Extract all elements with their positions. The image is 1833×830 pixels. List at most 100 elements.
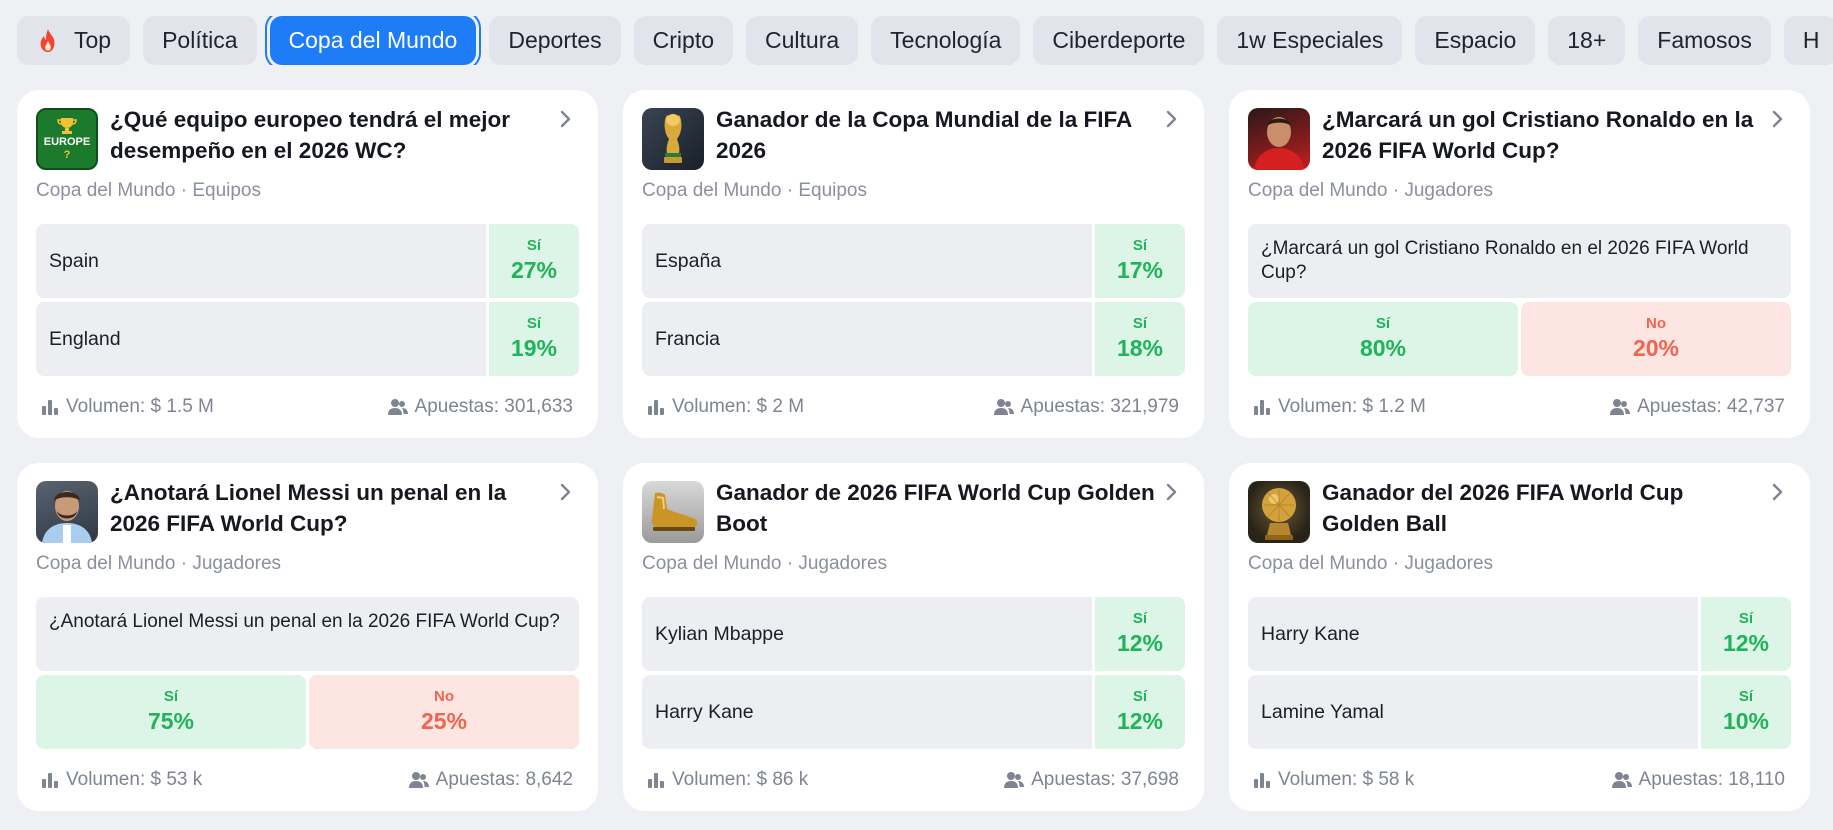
chevron-right-icon[interactable]	[1766, 108, 1788, 130]
yes-button[interactable]: Sí 80%	[1248, 302, 1518, 376]
cristiano-ronaldo-avatar	[1248, 108, 1310, 170]
volume-stat: Volumen: $ 86 k	[647, 769, 808, 791]
tab-famosos[interactable]: Famosos	[1638, 16, 1771, 65]
yes-no-buttons: Sí 80% No 20%	[1248, 302, 1791, 376]
market-category: Copa del Mundo · Equipos	[36, 180, 261, 201]
bets-stat: Apuestas: 321,979	[993, 396, 1179, 418]
tab-tecnologia[interactable]: Tecnología	[871, 16, 1021, 65]
users-icon	[1610, 399, 1631, 415]
market-question: ¿Marcará un gol Cristiano Ronaldo en el …	[1248, 224, 1791, 298]
outcome-name[interactable]: España	[642, 224, 1092, 298]
outcome-name[interactable]: Lamine Yamal	[1248, 675, 1698, 749]
outcome-name[interactable]: Harry Kane	[1248, 597, 1698, 671]
thumbnail-text: ?	[63, 149, 71, 161]
outcome-row: Lamine Yamal Sí 10%	[1248, 675, 1791, 749]
outcome-name[interactable]: Kylian Mbappe	[642, 597, 1092, 671]
market-title[interactable]: ¿Marcará un gol Cristiano Ronaldo en la …	[1322, 107, 1754, 163]
users-icon	[993, 399, 1014, 415]
users-icon	[1004, 772, 1025, 788]
outcome-row: Harry Kane Sí 12%	[1248, 597, 1791, 671]
tab-label: Famosos	[1657, 27, 1752, 53]
lionel-messi-avatar	[36, 481, 98, 543]
bar-chart-icon	[648, 400, 664, 415]
no-button[interactable]: No 25%	[309, 675, 579, 749]
bets-stat: Apuestas: 8,642	[408, 769, 573, 791]
yes-button[interactable]: Sí 75%	[36, 675, 306, 749]
outcome-row: Harry Kane Sí 12%	[642, 675, 1185, 749]
tab-label: Espacio	[1434, 27, 1517, 53]
tab-label: Top	[74, 27, 112, 53]
bets-stat: Apuestas: 18,110	[1611, 769, 1785, 791]
yes-button[interactable]: Sí 12%	[1095, 675, 1185, 749]
golden-boot-icon	[651, 492, 698, 531]
player-photo-icon	[1254, 117, 1304, 170]
chevron-right-icon[interactable]	[554, 481, 576, 503]
bar-chart-icon	[42, 773, 58, 788]
tab-copa-del-mundo[interactable]: Copa del Mundo	[269, 16, 477, 65]
tab-cultura[interactable]: Cultura	[746, 16, 859, 65]
market-card[interactable]: ¿Marcará un gol Cristiano Ronaldo en la …	[1229, 90, 1810, 438]
market-title[interactable]: Ganador de 2026 FIFA World Cup Golden Bo…	[716, 480, 1155, 536]
market-category: Copa del Mundo · Jugadores	[1248, 553, 1494, 574]
tab-deportes[interactable]: Deportes	[489, 16, 621, 65]
chevron-right-icon[interactable]	[1766, 481, 1788, 503]
world-cup-trophy-thumbnail	[642, 108, 704, 170]
outcome-row: England Sí 19%	[36, 302, 579, 376]
tab-cripto[interactable]: Cripto	[633, 16, 734, 65]
outcome-name[interactable]: England	[36, 302, 486, 376]
no-button[interactable]: No 20%	[1521, 302, 1791, 376]
tab-label: Deportes	[508, 27, 602, 53]
market-category: Copa del Mundo · Jugadores	[36, 553, 282, 574]
outcome-row: Spain Sí 27%	[36, 224, 579, 298]
outcome-name[interactable]: Francia	[642, 302, 1092, 376]
market-title[interactable]: ¿Qué equipo europeo tendrá el mejor dese…	[110, 107, 511, 163]
bar-chart-icon	[1254, 773, 1270, 788]
tab-label: H	[1802, 27, 1820, 53]
market-card[interactable]: Ganador del 2026 FIFA World Cup Golden B…	[1229, 463, 1810, 811]
tab-h[interactable]: H	[1783, 16, 1833, 65]
outcome-row: Francia Sí 18%	[642, 302, 1185, 376]
market-title[interactable]: Ganador de la Copa Mundial de la FIFA 20…	[716, 107, 1132, 163]
tab-label: Política	[162, 27, 238, 53]
market-category: Copa del Mundo · Jugadores	[1248, 180, 1494, 201]
tab-1w-especiales[interactable]: 1w Especiales	[1217, 16, 1403, 65]
tab-politica[interactable]: Política	[143, 16, 257, 65]
market-card[interactable]: Ganador de 2026 FIFA World Cup Golden Bo…	[623, 463, 1204, 811]
yes-button[interactable]: Sí 12%	[1095, 597, 1185, 671]
market-card[interactable]: ¿Anotará Lionel Messi un penal en la 202…	[17, 463, 598, 811]
market-grid: EUROPE ? ¿Qué equipo europeo tendrá el m…	[17, 90, 1810, 811]
yes-button[interactable]: Sí 17%	[1095, 224, 1185, 298]
yes-button[interactable]: Sí 19%	[489, 302, 579, 376]
volume-stat: Volumen: $ 58 k	[1253, 769, 1414, 791]
golden-boot-thumbnail	[642, 481, 704, 543]
tab-label: 1w Especiales	[1236, 27, 1384, 53]
bets-stat: Apuestas: 42,737	[1610, 396, 1785, 418]
europe-cup-thumbnail: EUROPE ?	[36, 108, 98, 170]
market-question: ¿Anotará Lionel Messi un penal en la 202…	[36, 597, 579, 671]
player-photo-icon	[42, 491, 92, 543]
outcome-name[interactable]: Harry Kane	[642, 675, 1092, 749]
yes-no-buttons: Sí 75% No 25%	[36, 675, 579, 749]
chevron-right-icon[interactable]	[1160, 481, 1182, 503]
market-card[interactable]: Ganador de la Copa Mundial de la FIFA 20…	[623, 90, 1204, 438]
category-tabs: Top Política Copa del Mundo Deportes Cri…	[17, 16, 1833, 65]
yes-button[interactable]: Sí 12%	[1701, 597, 1791, 671]
volume-stat: Volumen: $ 53 k	[41, 769, 202, 791]
market-title[interactable]: Ganador del 2026 FIFA World Cup Golden B…	[1322, 480, 1684, 536]
market-category: Copa del Mundo · Equipos	[642, 180, 867, 201]
yes-button[interactable]: Sí 10%	[1701, 675, 1791, 749]
market-card[interactable]: EUROPE ? ¿Qué equipo europeo tendrá el m…	[17, 90, 598, 438]
bar-chart-icon	[42, 400, 58, 415]
bar-chart-icon	[648, 773, 664, 788]
tab-18-plus[interactable]: 18+	[1548, 16, 1626, 65]
market-title[interactable]: ¿Anotará Lionel Messi un penal en la 202…	[110, 480, 507, 536]
outcome-name[interactable]: Spain	[36, 224, 486, 298]
yes-button[interactable]: Sí 18%	[1095, 302, 1185, 376]
chevron-right-icon[interactable]	[554, 108, 576, 130]
yes-button[interactable]: Sí 27%	[489, 224, 579, 298]
chevron-right-icon[interactable]	[1160, 108, 1182, 130]
tab-ciberdeporte[interactable]: Ciberdeporte	[1033, 16, 1205, 65]
tab-top[interactable]: Top	[17, 16, 131, 65]
tab-espacio[interactable]: Espacio	[1415, 16, 1536, 65]
tab-label: Copa del Mundo	[288, 27, 458, 53]
